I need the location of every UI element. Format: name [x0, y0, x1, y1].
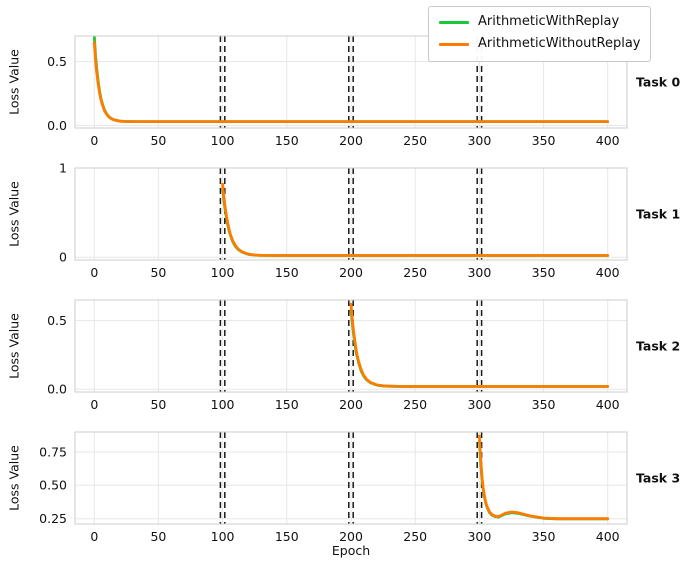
svg-text:100: 100 [211, 397, 235, 412]
svg-text:200: 200 [339, 397, 363, 412]
svg-text:0: 0 [90, 265, 98, 280]
svg-text:350: 350 [532, 397, 556, 412]
svg-text:250: 250 [403, 529, 427, 544]
svg-text:300: 300 [467, 265, 491, 280]
task-label-0: Task 0 [636, 74, 681, 90]
y-axis-label-task2: Loss Value [6, 313, 22, 379]
svg-text:400: 400 [596, 529, 620, 544]
svg-text:350: 350 [532, 529, 556, 544]
svg-text:50: 50 [150, 133, 166, 148]
svg-text:400: 400 [596, 397, 620, 412]
svg-text:150: 150 [275, 133, 299, 148]
svg-text:350: 350 [532, 133, 556, 148]
svg-text:0.25: 0.25 [39, 511, 67, 526]
svg-text:0: 0 [90, 529, 98, 544]
svg-text:400: 400 [596, 265, 620, 280]
svg-text:100: 100 [211, 529, 235, 544]
svg-text:300: 300 [467, 397, 491, 412]
legend-label-with-replay: ArithmeticWithReplay [478, 14, 620, 29]
x-axis-label: Epoch [331, 543, 371, 558]
svg-text:0.5: 0.5 [47, 54, 67, 69]
svg-text:150: 150 [275, 529, 299, 544]
svg-text:0.0: 0.0 [47, 382, 67, 397]
y-axis-label-task3: Loss Value [6, 445, 22, 511]
legend: ArithmeticWithReplay ArithmeticWithoutRe… [428, 6, 652, 62]
svg-text:250: 250 [403, 265, 427, 280]
svg-text:200: 200 [339, 265, 363, 280]
svg-text:50: 50 [150, 529, 166, 544]
legend-swatch-without-replay-line-icon [439, 42, 469, 46]
y-axis-label-task0: Loss Value [6, 49, 22, 115]
svg-text:0.75: 0.75 [39, 444, 67, 459]
svg-text:100: 100 [211, 265, 235, 280]
svg-text:200: 200 [339, 529, 363, 544]
svg-text:0: 0 [90, 133, 98, 148]
y-axis-label-task1: Loss Value [6, 181, 22, 247]
svg-text:250: 250 [403, 397, 427, 412]
svg-text:50: 50 [150, 397, 166, 412]
svg-text:0: 0 [59, 250, 67, 265]
svg-text:250: 250 [403, 133, 427, 148]
svg-text:300: 300 [467, 133, 491, 148]
task-label-1: Task 1 [636, 206, 681, 222]
svg-text:100: 100 [211, 133, 235, 148]
svg-text:0: 0 [90, 397, 98, 412]
svg-text:150: 150 [275, 265, 299, 280]
legend-label-without-replay: ArithmeticWithoutReplay [478, 36, 641, 52]
task-label-3: Task 3 [636, 470, 681, 486]
svg-text:400: 400 [596, 133, 620, 148]
svg-text:1: 1 [59, 160, 67, 175]
task-label-2: Task 2 [636, 338, 681, 354]
svg-text:0.5: 0.5 [47, 313, 67, 328]
svg-text:50: 50 [150, 265, 166, 280]
svg-text:200: 200 [339, 133, 363, 148]
legend-swatch-with-replay-line-icon [439, 20, 469, 24]
legend-item-with-replay: ArithmeticWithReplay [439, 14, 640, 30]
svg-text:300: 300 [467, 529, 491, 544]
svg-text:0.0: 0.0 [47, 118, 67, 133]
svg-text:0.50: 0.50 [39, 478, 67, 493]
legend-item-without-replay: ArithmeticWithoutReplay [439, 36, 640, 52]
svg-text:150: 150 [275, 397, 299, 412]
svg-text:350: 350 [532, 265, 556, 280]
